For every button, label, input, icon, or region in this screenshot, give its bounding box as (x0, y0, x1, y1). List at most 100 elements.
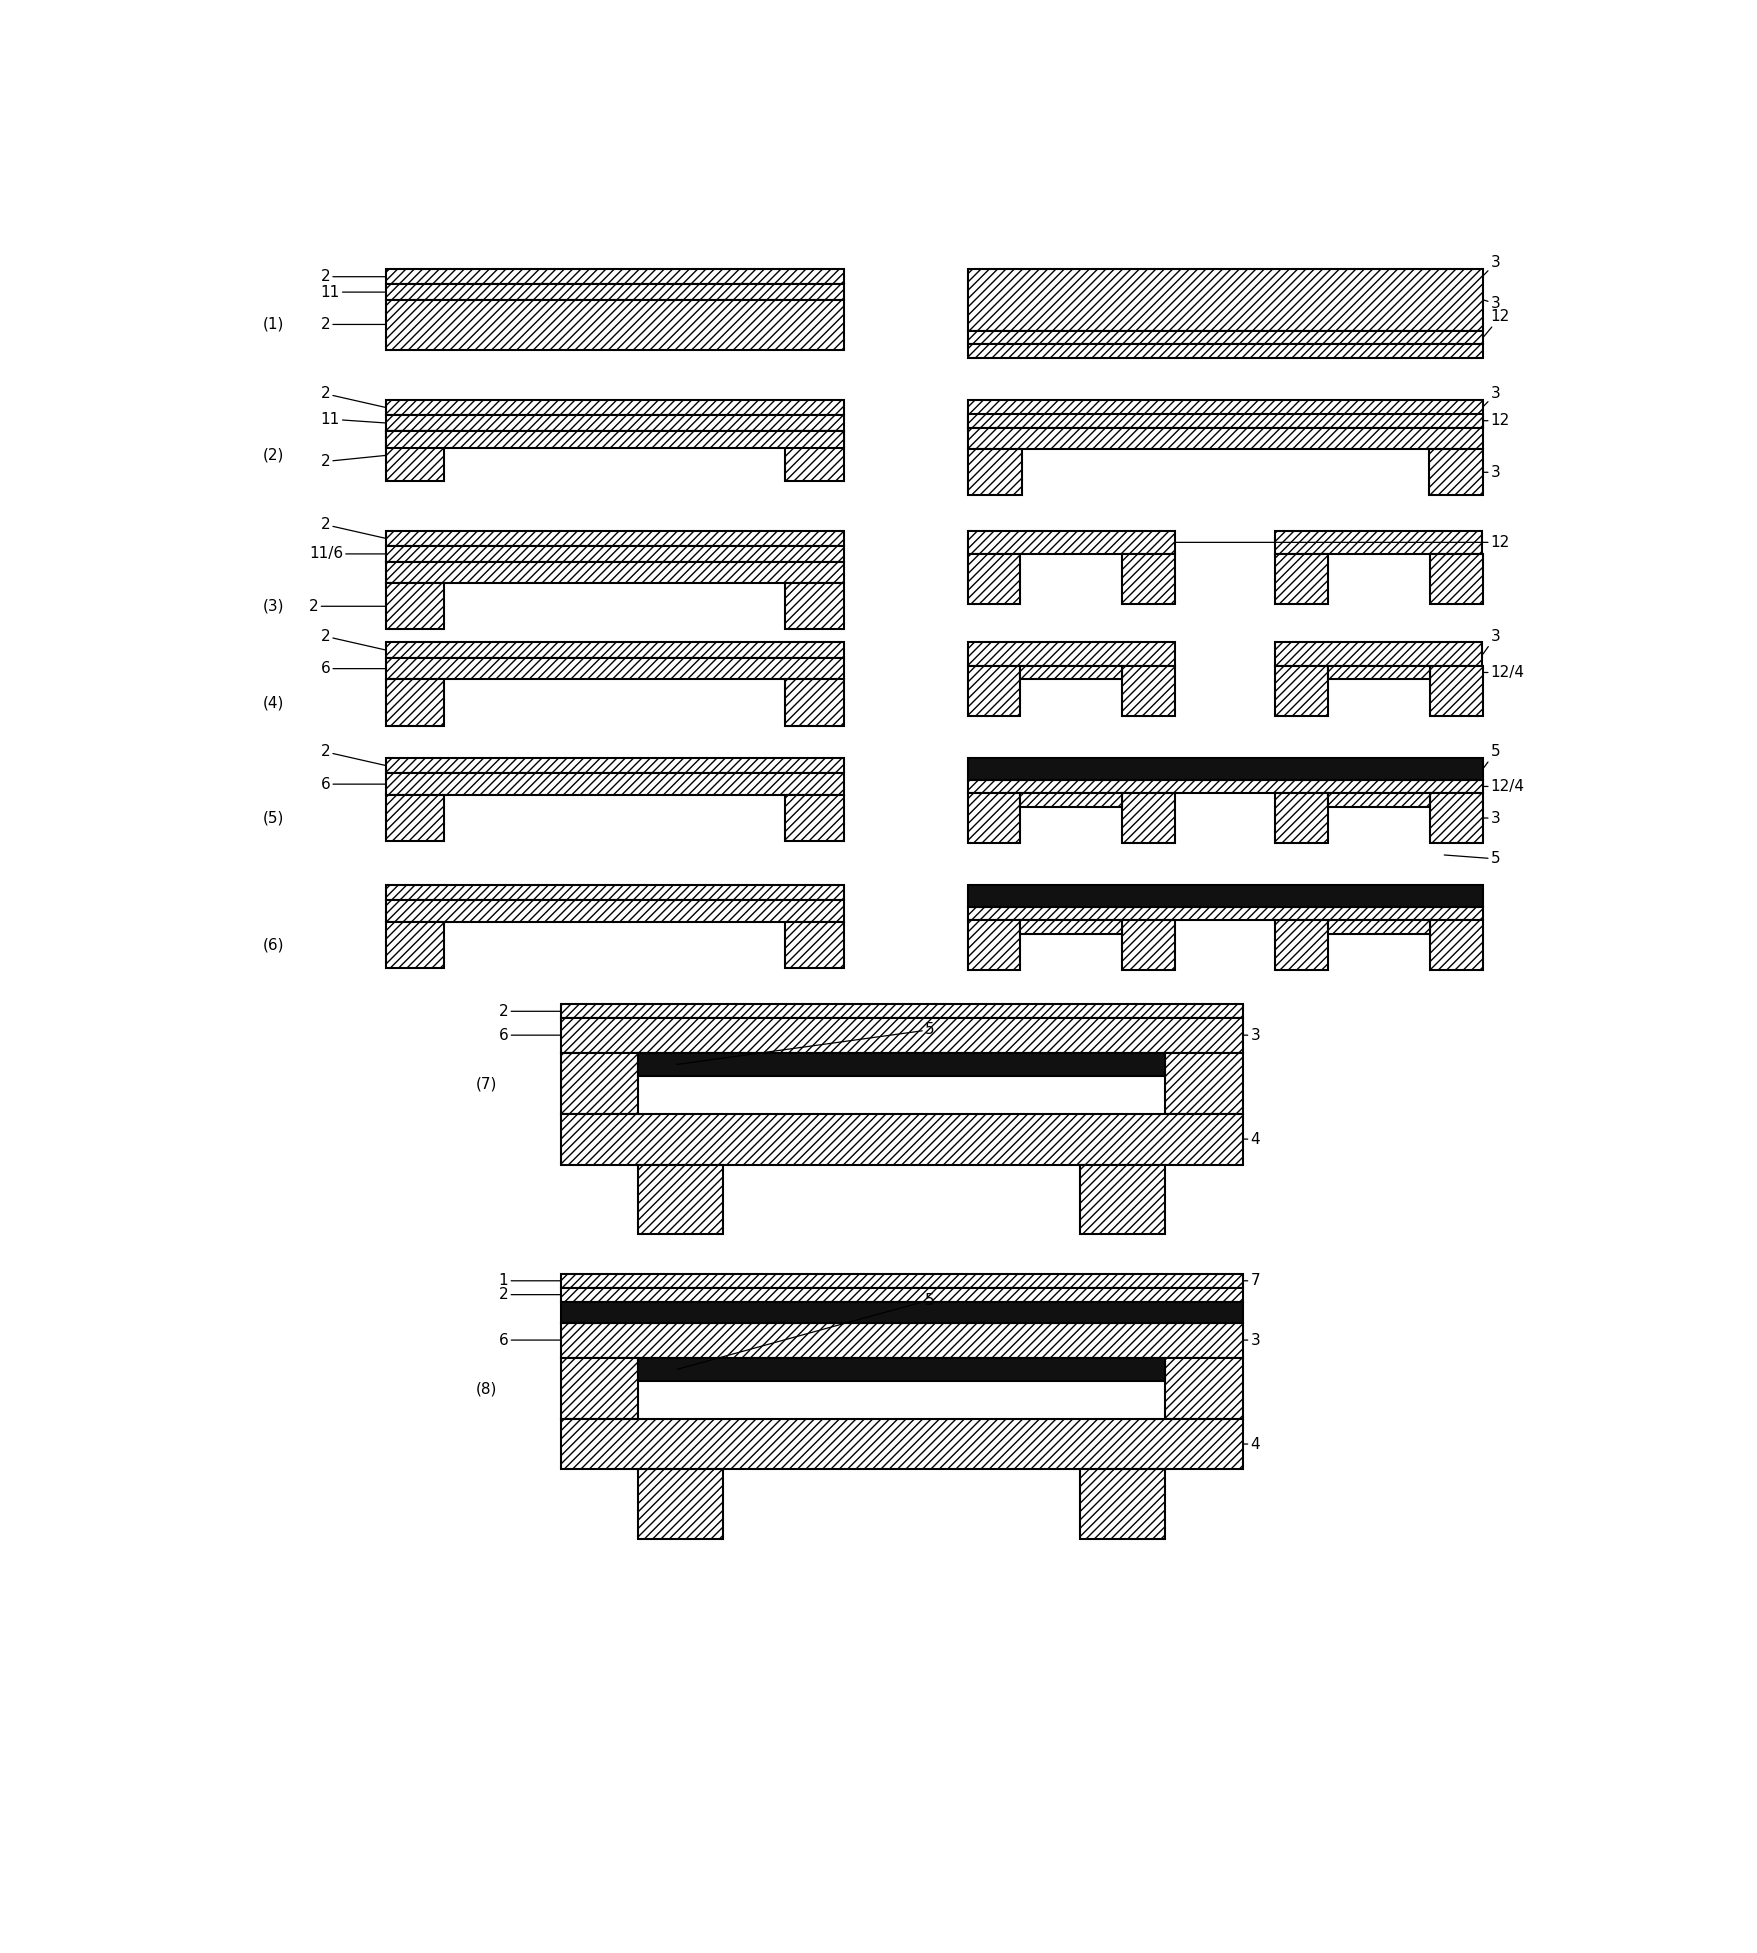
Bar (387, 562, 843, 584)
Bar (785, 795, 843, 842)
Text: (5): (5) (262, 810, 283, 826)
Bar (966, 428, 1483, 449)
Text: (1): (1) (262, 316, 283, 332)
Text: 3: 3 (1242, 1332, 1260, 1348)
Text: 2: 2 (320, 316, 387, 332)
Bar (1121, 555, 1174, 603)
Text: 3: 3 (1483, 810, 1500, 826)
Bar (387, 432, 445, 480)
Text: 6: 6 (320, 777, 387, 791)
Text: 3: 3 (1483, 256, 1500, 275)
Text: 3: 3 (1483, 465, 1500, 480)
Bar (1274, 666, 1327, 715)
Bar (387, 885, 843, 900)
Text: 12: 12 (1174, 535, 1509, 551)
Text: 2: 2 (320, 270, 387, 285)
Bar (387, 400, 843, 416)
Text: 4: 4 (1242, 1131, 1260, 1146)
Bar (387, 680, 445, 727)
Text: 12: 12 (1483, 309, 1509, 338)
Bar (966, 531, 1174, 555)
Bar (387, 301, 843, 350)
Bar (966, 270, 1483, 330)
Text: 11: 11 (320, 285, 387, 299)
Bar (966, 643, 1174, 666)
Bar (1165, 1357, 1242, 1420)
Bar (1019, 920, 1121, 934)
Bar (1430, 793, 1483, 844)
Bar (560, 1115, 1242, 1164)
Bar (1327, 920, 1428, 934)
Bar (1430, 555, 1483, 603)
Text: (6): (6) (262, 937, 283, 953)
Bar (1274, 555, 1327, 603)
Bar (1019, 666, 1121, 680)
Bar (1121, 793, 1174, 844)
Bar (1327, 666, 1428, 680)
Text: 2: 2 (320, 453, 387, 469)
Bar (966, 666, 1019, 715)
Text: 12/4: 12/4 (1483, 664, 1523, 680)
Bar (966, 885, 1483, 906)
Bar (387, 795, 445, 842)
Text: (7): (7) (474, 1076, 497, 1092)
Text: 11: 11 (320, 412, 387, 426)
Bar (966, 400, 1483, 428)
Text: 5: 5 (676, 1293, 935, 1369)
Bar (1079, 1164, 1165, 1234)
Text: 4: 4 (1242, 1437, 1260, 1451)
Bar (966, 779, 1483, 793)
Bar (1079, 1469, 1165, 1539)
Bar (560, 1420, 1242, 1469)
Bar (387, 584, 445, 629)
Bar (785, 584, 843, 629)
Bar (638, 1469, 724, 1539)
Bar (1019, 793, 1121, 807)
Bar (1165, 1053, 1242, 1115)
Bar (387, 416, 843, 432)
Bar (1428, 449, 1483, 496)
Bar (387, 773, 843, 795)
Text: 2: 2 (320, 744, 387, 766)
Bar (1274, 643, 1481, 666)
Text: 7: 7 (1242, 1273, 1260, 1289)
Bar (1274, 531, 1481, 555)
Bar (966, 920, 1019, 971)
Bar (966, 793, 1019, 844)
Text: 2: 2 (499, 1287, 560, 1303)
Text: 2: 2 (499, 1004, 560, 1019)
Bar (560, 1053, 638, 1115)
Text: 2: 2 (309, 600, 387, 613)
Text: 3: 3 (1483, 387, 1500, 406)
Bar (387, 285, 843, 301)
Bar (387, 922, 445, 969)
Bar (966, 344, 1483, 357)
Bar (1121, 666, 1174, 715)
Bar (387, 432, 843, 449)
Bar (1274, 793, 1327, 844)
Bar (387, 531, 843, 547)
Text: 2: 2 (320, 518, 387, 539)
Bar (1121, 920, 1174, 971)
Bar (966, 449, 1021, 496)
Bar (966, 555, 1019, 603)
Bar (785, 432, 843, 480)
Bar (560, 1301, 1242, 1322)
Bar (560, 1018, 1242, 1053)
Bar (966, 758, 1483, 779)
Bar (387, 643, 843, 658)
Text: 12: 12 (1483, 414, 1509, 428)
Bar (560, 1287, 1242, 1301)
Text: 2: 2 (320, 629, 387, 650)
Bar (638, 1357, 1165, 1381)
Text: (8): (8) (474, 1381, 497, 1396)
Bar (785, 680, 843, 727)
Bar (638, 1053, 1165, 1076)
Text: (3): (3) (262, 600, 283, 613)
Text: 3: 3 (1483, 297, 1500, 311)
Bar (387, 547, 843, 562)
Text: (4): (4) (262, 695, 283, 711)
Text: 5: 5 (676, 1021, 935, 1064)
Bar (785, 922, 843, 969)
Bar (966, 330, 1483, 344)
